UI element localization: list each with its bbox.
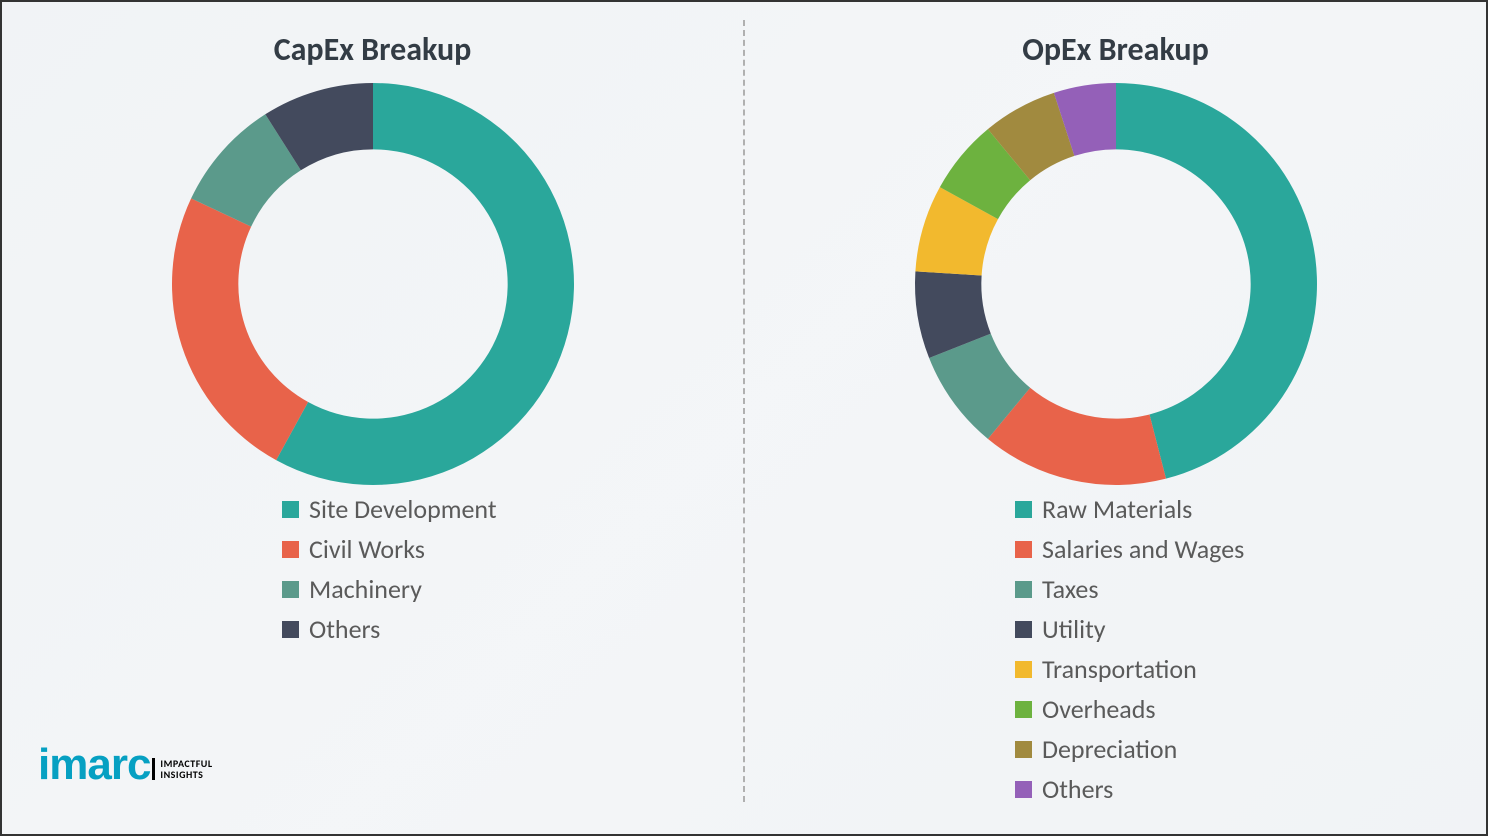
capex-panel: CapEx Breakup Site Development Civil Work… <box>2 2 743 834</box>
legend-item: Site Development <box>282 493 497 525</box>
legend-label: Civil Works <box>309 533 425 565</box>
legend-item: Machinery <box>282 573 497 605</box>
legend-swatch <box>282 621 299 638</box>
legend-label: Utility <box>1042 613 1106 645</box>
legend-label: Transportation <box>1042 653 1197 685</box>
legend-swatch <box>282 581 299 598</box>
legend-item: Depreciation <box>1015 733 1244 765</box>
opex-legend: Raw Materials Salaries and Wages Taxes Util… <box>1015 493 1244 813</box>
legend-swatch <box>282 541 299 558</box>
legend-item: Raw Materials <box>1015 493 1244 525</box>
legend-item: Transportation <box>1015 653 1244 685</box>
legend-label: Salaries and Wages <box>1042 533 1244 565</box>
legend-item: Overheads <box>1015 693 1244 725</box>
legend-label: Overheads <box>1042 693 1156 725</box>
legend-swatch <box>1015 781 1032 798</box>
logo-tagline: IMPACTFULINSIGHTS <box>152 758 212 780</box>
legend-label: Taxes <box>1042 573 1099 605</box>
legend-swatch <box>1015 581 1032 598</box>
opex-donut <box>911 79 1321 489</box>
legend-swatch <box>1015 621 1032 638</box>
legend-swatch <box>1015 661 1032 678</box>
opex-title: OpEx Breakup <box>1022 30 1209 69</box>
legend-item: Others <box>1015 773 1244 805</box>
legend-label: Machinery <box>309 573 422 605</box>
legend-label: Others <box>1042 773 1113 805</box>
legend-label: Raw Materials <box>1042 493 1192 525</box>
legend-item: Civil Works <box>282 533 497 565</box>
capex-donut <box>168 79 578 489</box>
main-container: CapEx Breakup Site Development Civil Work… <box>2 2 1486 834</box>
opex-panel: OpEx Breakup Raw Materials Salaries and W… <box>745 2 1486 834</box>
legend-label: Site Development <box>309 493 497 525</box>
legend-label: Others <box>309 613 380 645</box>
donut-slice <box>172 198 308 460</box>
legend-swatch <box>1015 701 1032 718</box>
brand-logo: imarc IMPACTFULINSIGHTS <box>38 740 213 790</box>
legend-item: Salaries and Wages <box>1015 533 1244 565</box>
logo-text: imarc <box>38 740 150 790</box>
legend-swatch <box>1015 741 1032 758</box>
legend-item: Others <box>282 613 497 645</box>
legend-swatch <box>1015 501 1032 518</box>
capex-legend: Site Development Civil Works Machinery Othe… <box>282 493 497 653</box>
legend-label: Depreciation <box>1042 733 1177 765</box>
capex-title: CapEx Breakup <box>274 30 472 69</box>
legend-item: Utility <box>1015 613 1244 645</box>
legend-item: Taxes <box>1015 573 1244 605</box>
legend-swatch <box>282 501 299 518</box>
legend-swatch <box>1015 541 1032 558</box>
